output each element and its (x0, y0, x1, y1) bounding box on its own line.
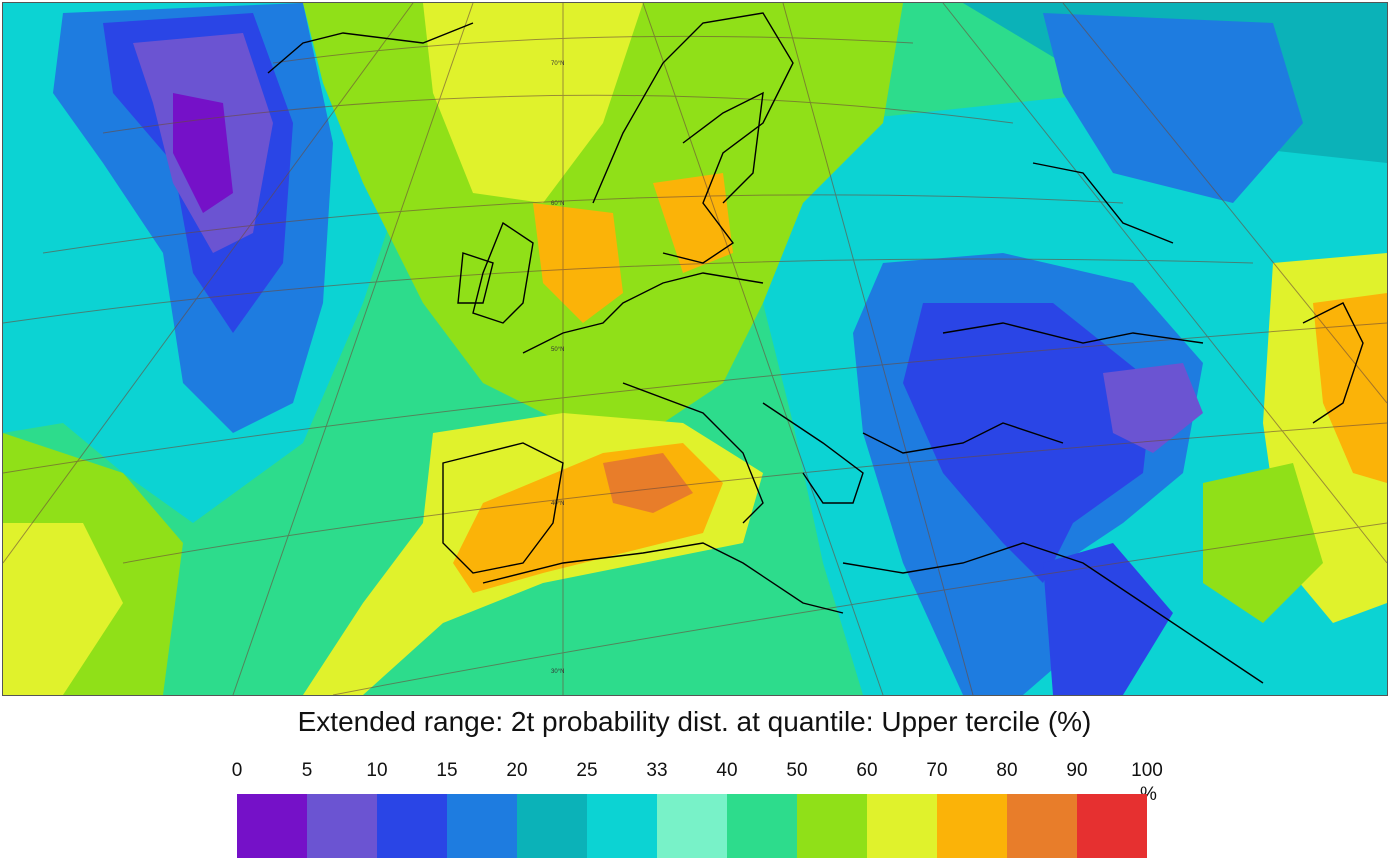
lat-label-70n: 70°N (551, 61, 565, 67)
legend-swatch (307, 794, 377, 858)
color-legend: 0 5 10 15 20 25 33 40 50 60 70 80 90 100 % (232, 760, 1163, 860)
legend-tick-label: 100 (1131, 760, 1163, 781)
legend-swatch (237, 794, 307, 858)
legend-tick-label: 5 (301, 760, 313, 781)
legend-swatch (1077, 794, 1147, 858)
legend-swatch (797, 794, 867, 858)
legend-tick-label: 20 (506, 760, 528, 781)
lat-label-40n: 40°N (551, 501, 565, 507)
probability-map: 70°N 60°N 50°N 40°N 30°N (2, 2, 1388, 696)
legend-swatches (237, 794, 1147, 858)
map-canvas (3, 3, 1387, 695)
legend-swatch (587, 794, 657, 858)
legend-swatch (447, 794, 517, 858)
lat-label-50n: 50°N (551, 347, 565, 353)
lat-label-60n: 60°N (551, 201, 565, 207)
legend-swatch (517, 794, 587, 858)
legend-tick-label: 50 (786, 760, 808, 781)
legend-swatch (1007, 794, 1077, 858)
legend-swatch (377, 794, 447, 858)
legend-tick-label: 15 (436, 760, 458, 781)
legend-swatch (657, 794, 727, 858)
legend-tick-label: 40 (716, 760, 738, 781)
lat-label-30n: 30°N (551, 669, 565, 675)
legend-tick-label: 33 (646, 760, 668, 781)
legend-swatch (727, 794, 797, 858)
map-title: Extended range: 2t probability dist. at … (297, 706, 1092, 737)
legend-tick-label: 60 (856, 760, 878, 781)
legend-tick-label: 70 (926, 760, 948, 781)
legend-tick-label: 90 (1066, 760, 1088, 781)
legend-swatch (937, 794, 1007, 858)
legend-tick-label: 0 (231, 760, 243, 781)
legend-swatch (867, 794, 937, 858)
legend-tick-label: 80 (996, 760, 1018, 781)
legend-tick-label: 25 (576, 760, 598, 781)
legend-tick-label: 10 (366, 760, 388, 781)
